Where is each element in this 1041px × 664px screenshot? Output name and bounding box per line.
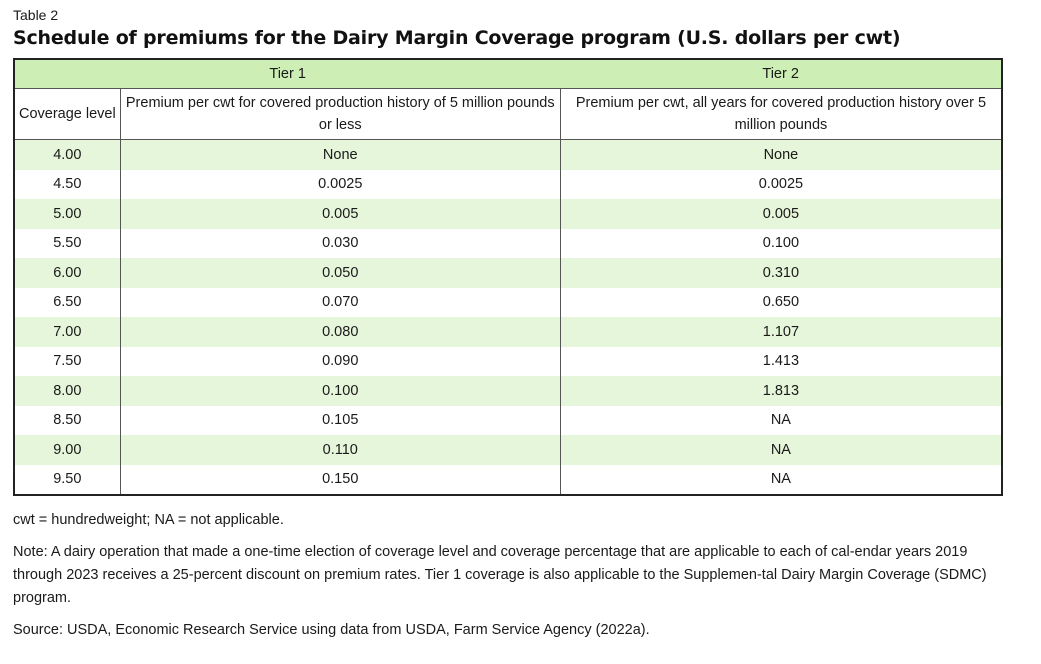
tier1-premium-cell: None [120, 139, 561, 170]
table-row: 8.00 0.100 1.813 [14, 376, 1002, 406]
tier1-premium-cell: 0.070 [120, 287, 561, 317]
tier2-premium-cell: None [560, 139, 1002, 170]
coverage-level-cell: 7.50 [14, 346, 121, 376]
tier2-header: Tier 2 [560, 59, 1002, 89]
table-row: 9.00 0.110 NA [14, 435, 1002, 465]
tier2-premium-cell: NA [560, 464, 1002, 495]
tier2-premium-cell: 0.650 [560, 287, 1002, 317]
table-label: Table 2 [13, 7, 59, 23]
coverage-level-cell: 4.00 [14, 139, 121, 170]
tier2-description-header: Premium per cwt, all years for covered p… [560, 88, 1002, 140]
tier1-premium-cell: 0.105 [120, 405, 561, 435]
document-page: Table 2 Schedule of premiums for the Dai… [13, 6, 1013, 651]
tier1-header: Tier 1 [14, 59, 561, 89]
table-row: 6.50 0.070 0.650 [14, 287, 1002, 317]
tier1-premium-cell: 0.090 [120, 346, 561, 376]
tier1-premium-cell: 0.110 [120, 435, 561, 465]
table-notes: cwt = hundredweight; NA = not applicable… [13, 509, 1013, 642]
tier1-description-header: Premium per cwt for covered production h… [120, 88, 561, 140]
tier-header-row: Tier 1 Tier 2 [14, 59, 1002, 89]
table-row: 4.00 None None [14, 139, 1002, 170]
tier2-premium-cell: NA [560, 435, 1002, 465]
table-row: 9.50 0.150 NA [14, 464, 1002, 495]
tier1-premium-cell: 0.0025 [120, 169, 561, 199]
coverage-level-cell: 8.00 [14, 376, 121, 406]
coverage-level-cell: 7.00 [14, 317, 121, 347]
coverage-level-cell: 4.50 [14, 169, 121, 199]
tier1-premium-cell: 0.050 [120, 258, 561, 288]
table-row: 7.00 0.080 1.107 [14, 317, 1002, 347]
coverage-level-cell: 6.50 [14, 287, 121, 317]
tier2-premium-cell: 1.107 [560, 317, 1002, 347]
table-body: 4.00 None None 4.50 0.0025 0.0025 5.00 0.005 0.0… [14, 139, 1002, 495]
coverage-level-cell: 8.50 [14, 405, 121, 435]
table-row: 5.00 0.005 0.005 [14, 199, 1002, 229]
tier1-premium-cell: 0.150 [120, 464, 561, 495]
coverage-level-cell: 6.00 [14, 258, 121, 288]
table-row: 5.50 0.030 0.100 [14, 228, 1002, 258]
coverage-level-cell: 9.00 [14, 435, 121, 465]
tier2-premium-cell: 1.813 [560, 376, 1002, 406]
tier1-premium-cell: 0.030 [120, 228, 561, 258]
coverage-level-cell: 5.50 [14, 228, 121, 258]
general-note: Note: A dairy operation that made a one-… [13, 544, 987, 606]
tier1-premium-cell: 0.005 [120, 199, 561, 229]
column-header-row: Coverage level Premium per cwt for cover… [14, 88, 1002, 140]
tier2-premium-cell: 0.005 [560, 199, 1002, 229]
abbreviations-note: cwt = hundredweight; NA = not applicable… [13, 512, 284, 528]
source-note: Source: USDA, Economic Research Service … [13, 622, 650, 638]
premium-schedule-table: Tier 1 Tier 2 Coverage level Premium per… [13, 58, 1003, 496]
table-title: Schedule of premiums for the Dairy Margi… [13, 27, 901, 49]
coverage-level-cell: 5.00 [14, 199, 121, 229]
tier1-premium-cell: 0.100 [120, 376, 561, 406]
tier1-premium-cell: 0.080 [120, 317, 561, 347]
table-row: 4.50 0.0025 0.0025 [14, 169, 1002, 199]
table-row: 6.00 0.050 0.310 [14, 258, 1002, 288]
tier2-premium-cell: 1.413 [560, 346, 1002, 376]
table-row: 8.50 0.105 NA [14, 405, 1002, 435]
tier2-premium-cell: 0.100 [560, 228, 1002, 258]
tier2-premium-cell: 0.0025 [560, 169, 1002, 199]
tier2-premium-cell: 0.310 [560, 258, 1002, 288]
table-row: 7.50 0.090 1.413 [14, 346, 1002, 376]
tier2-premium-cell: NA [560, 405, 1002, 435]
coverage-level-cell: 9.50 [14, 464, 121, 495]
coverage-level-header: Coverage level [14, 88, 121, 140]
